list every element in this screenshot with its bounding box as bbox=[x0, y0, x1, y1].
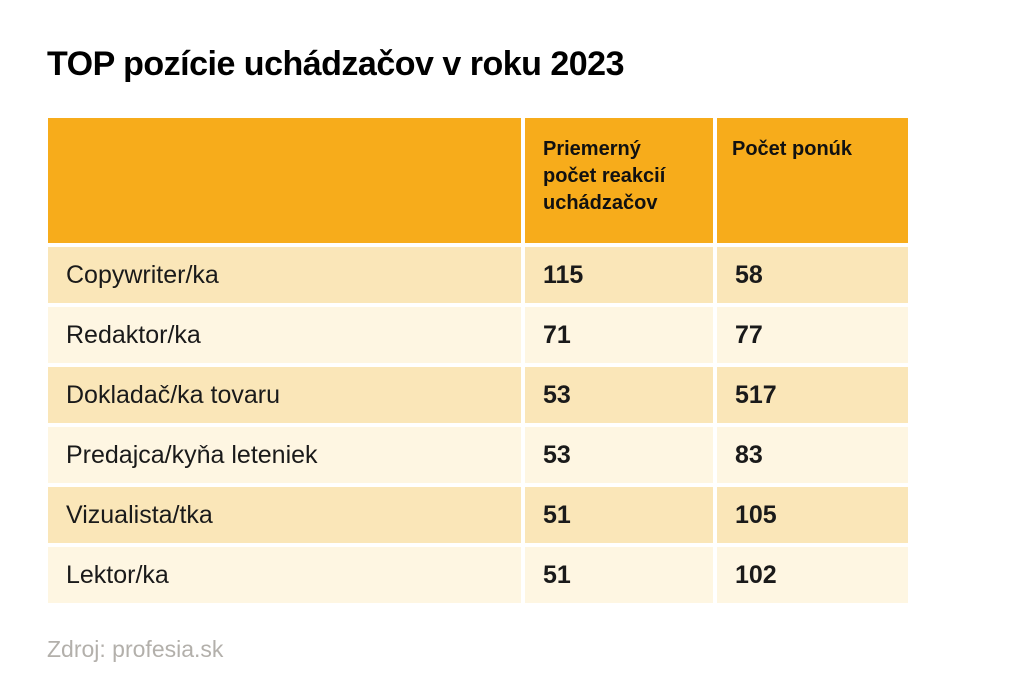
position-cell: Predajca/kyňa leteniek bbox=[48, 427, 521, 483]
avg-reactions-cell: 115 bbox=[525, 247, 713, 303]
offer-count-cell: 58 bbox=[717, 247, 908, 303]
header-cell-position bbox=[48, 118, 521, 243]
offer-count-cell: 77 bbox=[717, 307, 908, 363]
avg-reactions-cell: 53 bbox=[525, 427, 713, 483]
avg-reactions-cell: 71 bbox=[525, 307, 713, 363]
position-cell: Vizualista/tka bbox=[48, 487, 521, 543]
top-positions-table: Priemerný počet reakcií uchádzačov Počet… bbox=[48, 118, 908, 603]
header-cell-avg-reactions: Priemerný počet reakcií uchádzačov bbox=[525, 118, 713, 243]
avg-reactions-cell: 51 bbox=[525, 487, 713, 543]
offer-count-cell: 83 bbox=[717, 427, 908, 483]
offer-count-cell: 105 bbox=[717, 487, 908, 543]
avg-reactions-cell: 51 bbox=[525, 547, 713, 603]
offer-count-cell: 102 bbox=[717, 547, 908, 603]
avg-reactions-cell: 53 bbox=[525, 367, 713, 423]
page-title: TOP pozície uchádzačov v roku 2023 bbox=[47, 45, 625, 83]
header-cell-offer-count: Počet ponúk bbox=[717, 118, 908, 243]
position-cell: Copywriter/ka bbox=[48, 247, 521, 303]
source-note: Zdroj: profesia.sk bbox=[47, 636, 224, 662]
position-cell: Redaktor/ka bbox=[48, 307, 521, 363]
offer-count-cell: 517 bbox=[717, 367, 908, 423]
position-cell: Dokladač/ka tovaru bbox=[48, 367, 521, 423]
position-cell: Lektor/ka bbox=[48, 547, 521, 603]
